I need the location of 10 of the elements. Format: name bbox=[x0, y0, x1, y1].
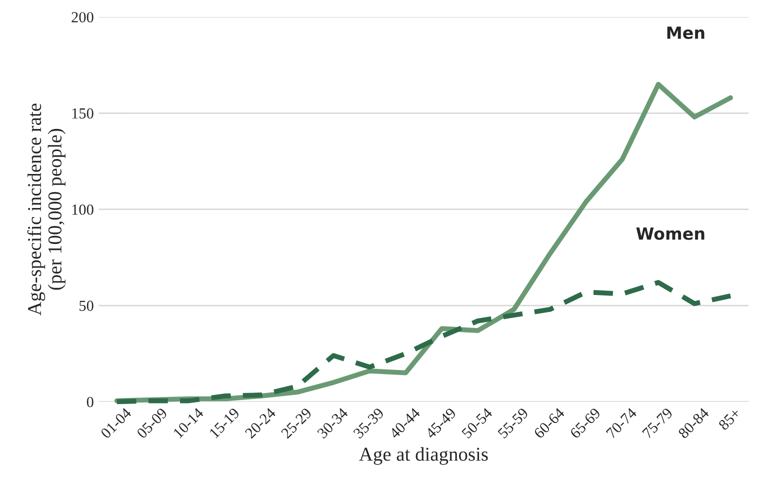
y-tick-label: 200 bbox=[72, 12, 94, 22]
y-tick-label: 0 bbox=[86, 396, 94, 408]
x-tick-label: 85+ bbox=[718, 407, 742, 431]
text: Women bbox=[636, 228, 704, 240]
y-tick-label: 150 bbox=[72, 108, 94, 119]
y-tick-label: 100 bbox=[72, 204, 94, 215]
y-axis-title: Age-specific incidence rate (per 100,000 people) bbox=[27, 104, 66, 316]
x-axis-title: Age at diagnosis bbox=[359, 447, 488, 465]
text: Men bbox=[667, 26, 704, 39]
y-tick-label: 50 bbox=[80, 300, 94, 311]
